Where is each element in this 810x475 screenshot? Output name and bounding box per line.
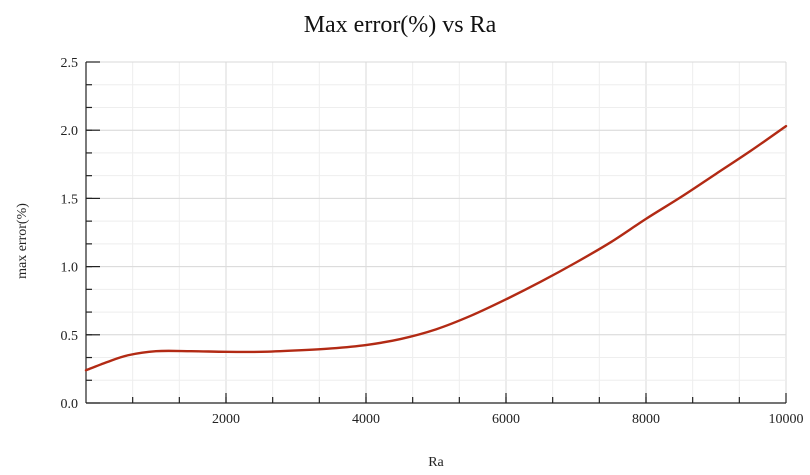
x-tick-label: 10000 bbox=[769, 412, 804, 427]
x-axis-label: Ra bbox=[428, 455, 444, 470]
y-tick-label: 2.5 bbox=[61, 56, 79, 71]
ticks: 2000 4000 6000 8000 10000 0.0 0.5 1.0 1.5 2.0 2.5 bbox=[61, 56, 804, 427]
y-tick-label: 2.0 bbox=[61, 124, 79, 139]
series-line bbox=[84, 124, 788, 372]
y-tick-label: 0.0 bbox=[61, 397, 79, 412]
axes bbox=[85, 62, 786, 404]
y-tick-label: 0.5 bbox=[61, 329, 79, 344]
y-tick-label: 1.0 bbox=[61, 261, 79, 276]
x-tick-label: 6000 bbox=[492, 412, 520, 427]
x-tick-label: 4000 bbox=[352, 412, 380, 427]
y-tick-label: 1.5 bbox=[61, 192, 79, 207]
y-axis-label: max error(%) bbox=[15, 203, 30, 279]
series-layer bbox=[84, 124, 788, 372]
chart-title: Max error(%) vs Ra bbox=[304, 12, 497, 38]
x-tick-label: 2000 bbox=[212, 412, 240, 427]
grid bbox=[86, 61, 787, 404]
x-tick-label: 8000 bbox=[632, 412, 660, 427]
